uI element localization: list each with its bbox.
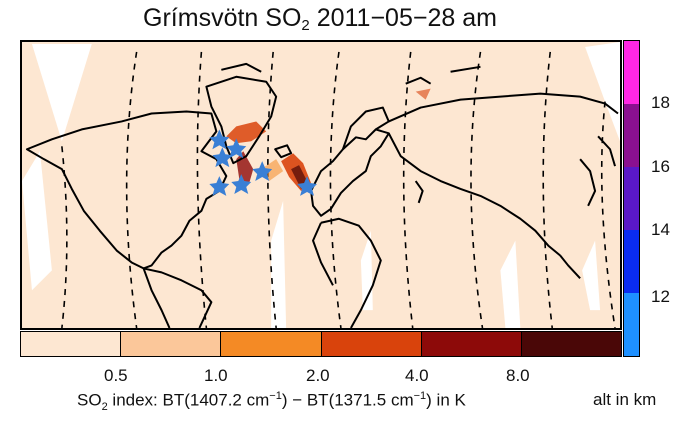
swath-edge (402, 51, 414, 328)
swath-gap (585, 42, 620, 142)
star-marker-icon (297, 176, 318, 196)
so2-label-part: SO (77, 390, 102, 410)
alt-tick: 14 (651, 220, 670, 239)
so2-colorbar-segment (221, 332, 322, 356)
alt-colorbar-segment (624, 104, 639, 167)
title-suffix: 2011−05−28 am (309, 4, 497, 32)
so2-tick: 1.0 (204, 366, 228, 385)
swath-edge (600, 101, 616, 328)
alt-colorbar-segment (624, 230, 639, 293)
swath-gap (31, 43, 92, 142)
so2-tick: 0.5 (104, 366, 128, 385)
alt-colorbar-segment (624, 41, 639, 104)
so2-colorbar-segment (321, 332, 422, 356)
so2-tick: 2.0 (306, 366, 330, 385)
swath-gap (500, 240, 521, 328)
arctic-islands (221, 62, 481, 85)
coastlines (25, 62, 619, 328)
star-marker-icon (212, 147, 233, 168)
so2-label-part: ) − BT(1371.5 cm (281, 390, 414, 410)
so2-tick: 4.0 (405, 366, 429, 385)
swath-gaps (22, 42, 620, 328)
so2-colorbar-segment (421, 332, 522, 356)
scandinavia (341, 106, 390, 150)
swath-gap (582, 240, 601, 311)
so2-label-part: ) in K (426, 390, 466, 410)
alt-tick: 18 (651, 93, 670, 112)
europe (310, 128, 390, 217)
north-america (25, 110, 228, 270)
swath-edge (329, 51, 342, 328)
swath-edge (125, 51, 138, 328)
so2-label-sup: −1 (269, 390, 282, 402)
star-marker-icon (231, 174, 252, 194)
alt-tick: 16 (651, 157, 670, 176)
alt-colorbar-segment (624, 293, 639, 356)
alt-axis-label: alt in km (593, 390, 657, 409)
iceland (274, 144, 293, 159)
so2-plume (226, 121, 267, 144)
star-marker-icon (209, 176, 230, 196)
so2-axis-label: SO2 index: BT(1407.2 cm−1) − BT(1371.5 c… (77, 390, 466, 413)
africa (312, 217, 382, 328)
greenland (205, 75, 278, 165)
inland-sea (414, 180, 424, 204)
asia (387, 92, 619, 280)
alt-colorbar-segment (624, 167, 639, 230)
so2-colorbar-segment (21, 332, 122, 356)
world-map (20, 40, 622, 330)
map-title: Grímsvötn SO2 2011−05−28 am (0, 4, 640, 34)
so2-label-sup: −1 (413, 390, 427, 402)
swath-edge (267, 51, 277, 328)
swath-edge (470, 51, 484, 328)
so2-colorbar-segment (121, 332, 222, 356)
swath-gap (22, 151, 52, 291)
swath-gap (271, 200, 287, 328)
so2-label-sub: 2 (101, 401, 108, 414)
swath-edge (542, 51, 554, 328)
title-prefix: Grímsvötn SO (143, 4, 302, 32)
world-map-svg (22, 42, 620, 328)
alt-tick: 12 (651, 287, 670, 306)
so2-colorbar (20, 331, 622, 357)
star-marker-icon (226, 138, 247, 159)
title-subscript: 2 (301, 17, 310, 34)
east-asia-coast (579, 135, 616, 207)
star-marker-icon (252, 161, 273, 182)
altitude-colorbar (623, 40, 640, 357)
so2-plume (291, 165, 308, 189)
so2-tick: 8.0 (506, 366, 530, 385)
south-america (142, 267, 213, 328)
star-marker-icon (209, 129, 230, 150)
markers (209, 129, 318, 196)
so2-plume (415, 88, 431, 100)
so2-label-part: index: BT(1407.2 cm (107, 390, 270, 410)
so2-colorbar-segment (521, 332, 622, 356)
swath-edge (196, 51, 208, 328)
